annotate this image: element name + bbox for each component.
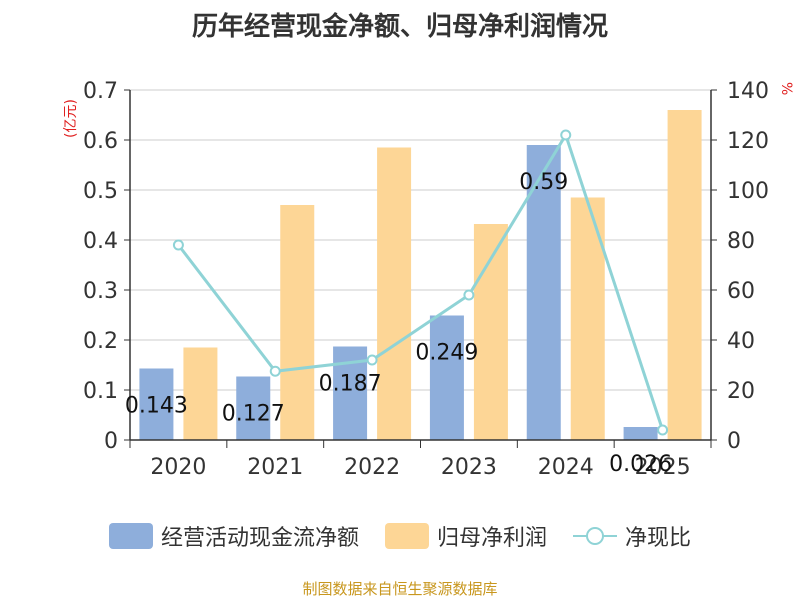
- bar-cashflow: [429, 315, 464, 440]
- cashflow-data-label: 0.187: [319, 372, 382, 397]
- bar-cashflow: [139, 368, 174, 440]
- ratio-point: [463, 289, 475, 301]
- x-tick-label: 2020: [150, 455, 206, 480]
- left-tick-label: 0.2: [83, 329, 118, 354]
- cashflow-data-label: 0.127: [222, 402, 285, 427]
- x-tick-label: 2023: [441, 455, 497, 480]
- right-tick-label: 60: [727, 279, 755, 304]
- ratio-line: [177, 131, 665, 431]
- ratio-point: [657, 424, 669, 436]
- left-tick-label: 0: [104, 429, 118, 454]
- x-tick-label: 2025: [635, 455, 691, 480]
- left-tick-label: 0.5: [83, 179, 118, 204]
- legend-label-profit: 归母净利润: [436, 526, 547, 551]
- right-tick-label: 100: [727, 179, 769, 204]
- x-tick-label: 2024: [538, 455, 594, 480]
- legend-swatch-ratio: [573, 523, 617, 549]
- cashflow-data-label: 0.59: [519, 170, 568, 195]
- left-tick-label: 0.3: [83, 279, 118, 304]
- ratio-point: [560, 129, 572, 141]
- source-note: 制图数据来自恒生聚源数据库: [302, 580, 498, 598]
- right-tick-label: 120: [727, 129, 769, 154]
- right-tick-label: 140: [727, 79, 769, 104]
- legend-swatch-cashflow: [108, 523, 153, 549]
- legend-swatch-profit: [384, 523, 429, 549]
- legend-label-cashflow: 经营活动现金流净额: [160, 526, 359, 551]
- right-tick-label: 40: [727, 329, 755, 354]
- left-tick-label: 0.1: [83, 379, 118, 404]
- ratio-point: [172, 239, 184, 251]
- legend-item-ratio[interactable]: 净现比: [573, 520, 691, 552]
- bar-cashflow: [526, 145, 561, 440]
- bar-cashflow: [236, 376, 271, 440]
- cashflow-data-label: 0.026: [609, 452, 672, 477]
- legend: 经营活动现金流净额 归母净利润 净现比: [0, 516, 800, 556]
- bar-profit: [183, 347, 218, 440]
- chart-title: 历年经营现金净额、归母净利润情况: [191, 12, 608, 42]
- right-tick-label: 80: [727, 229, 755, 254]
- bar-profit: [667, 110, 702, 440]
- cashflow-data-label: 0.249: [415, 341, 478, 366]
- right-tick-label: 0: [727, 429, 741, 454]
- x-tick-label: 2022: [344, 455, 400, 480]
- bar-profit: [377, 147, 412, 440]
- left-tick-label: 0.7: [83, 79, 118, 104]
- right-tick-label: 20: [727, 379, 755, 404]
- x-tick-label: 2021: [247, 455, 303, 480]
- left-tick-label: 0.4: [83, 229, 118, 254]
- legend-item-profit[interactable]: 归母净利润: [384, 520, 547, 552]
- ratio-point: [366, 354, 378, 366]
- bar-profit: [280, 205, 315, 440]
- legend-item-cashflow[interactable]: 经营活动现金流净额: [108, 520, 359, 552]
- legend-label-ratio: 净现比: [625, 526, 692, 551]
- cashflow-data-label: 0.143: [125, 394, 188, 419]
- left-tick-label: 0.6: [83, 129, 118, 154]
- ratio-point: [269, 365, 281, 377]
- bar-cashflow: [623, 427, 658, 440]
